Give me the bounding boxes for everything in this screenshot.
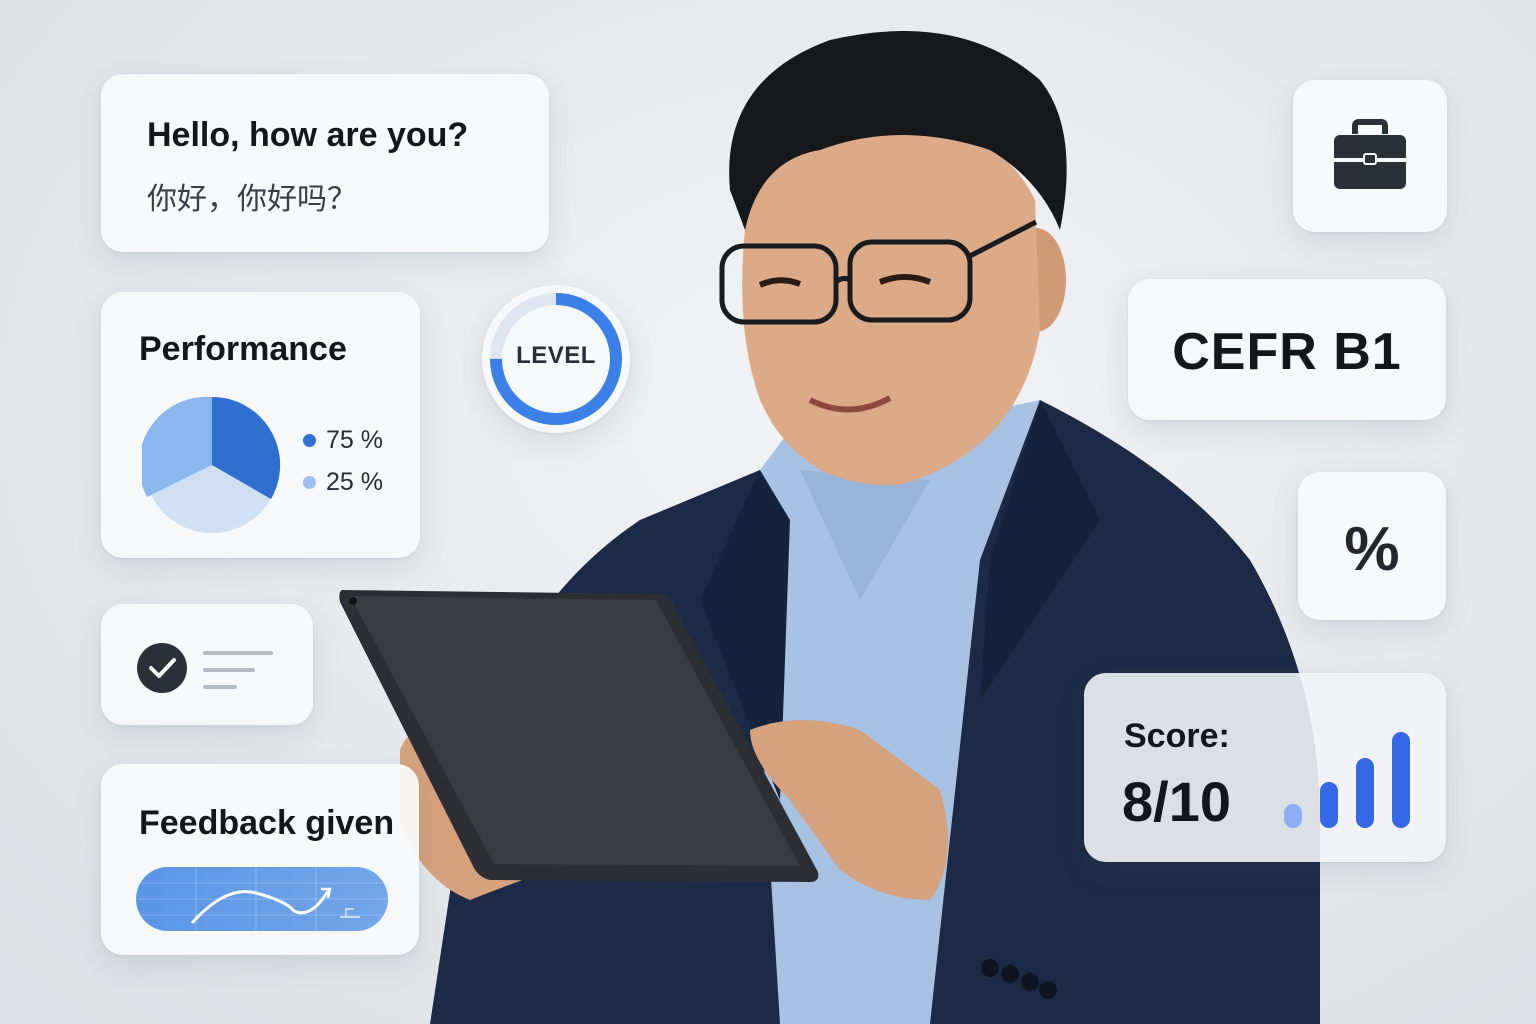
greeting-english: Hello, how are you? xyxy=(147,116,469,154)
feedback-card: Feedback given xyxy=(101,764,419,955)
task-card-content xyxy=(137,643,273,693)
legend-item-minor: 25 % xyxy=(303,468,383,497)
signal-bar-3 xyxy=(1356,758,1374,828)
cefr-label: CEFR B1 xyxy=(1172,323,1402,381)
performance-card: Performance 75 % 25 % xyxy=(101,292,420,558)
check-circle-icon xyxy=(137,643,187,693)
text-lines-icon xyxy=(203,651,273,689)
level-label: LEVEL xyxy=(516,342,596,369)
percent-icon: % xyxy=(1344,515,1400,584)
greeting-chinese: 你好，你好吗？ xyxy=(147,183,357,216)
shirt xyxy=(760,400,1040,1024)
briefcase-card[interactable] xyxy=(1293,80,1447,232)
legend-dot xyxy=(303,434,316,447)
briefcase-icon xyxy=(1334,119,1406,189)
legend-item-major: 75 % xyxy=(303,426,383,455)
pie-slice-major xyxy=(212,396,281,499)
performance-pie-chart xyxy=(142,396,281,533)
trend-line-icon xyxy=(136,867,388,931)
task-card[interactable] xyxy=(101,604,313,725)
percent-card[interactable]: % xyxy=(1298,472,1446,620)
feedback-title: Feedback given xyxy=(139,804,395,842)
score-label: Score: xyxy=(1124,717,1230,755)
level-badge: LEVEL xyxy=(482,285,630,433)
level-progress-ring xyxy=(490,293,622,425)
signal-bar-1 xyxy=(1284,804,1302,828)
legend-label: 25 % xyxy=(326,468,383,496)
cefr-level-card: CEFR B1 xyxy=(1128,279,1446,420)
performance-title: Performance xyxy=(139,330,347,368)
signal-bar-2 xyxy=(1320,782,1338,828)
score-value: 8/10 xyxy=(1122,770,1231,833)
pie-slice-minor xyxy=(142,396,212,497)
score-card: Score: 8/10 xyxy=(1084,673,1446,862)
signal-bar-4 xyxy=(1392,732,1410,828)
feedback-trend-pill[interactable] xyxy=(136,867,388,931)
tablet xyxy=(339,590,819,882)
signal-bars-icon xyxy=(1284,732,1410,828)
right-hand xyxy=(750,720,948,900)
legend-dot xyxy=(303,476,316,489)
legend-label: 75 % xyxy=(326,426,383,454)
greeting-card: Hello, how are you? 你好，你好吗？ xyxy=(101,74,549,252)
